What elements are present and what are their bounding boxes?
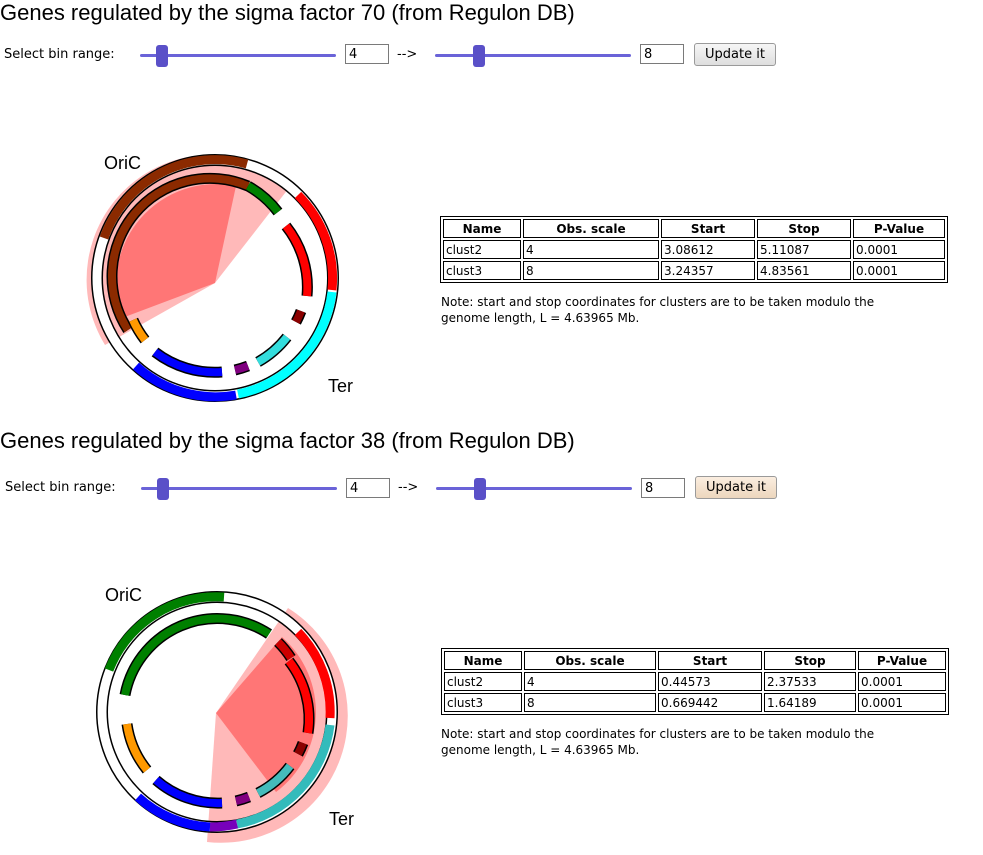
bin-from-input[interactable]: [346, 478, 390, 498]
outer-arc-cyan: [237, 291, 337, 399]
terminus-label: Ter: [328, 376, 354, 396]
cell-name: clust2: [443, 240, 521, 259]
bin-to-slider[interactable]: [435, 44, 631, 68]
update-button[interactable]: Update it: [695, 476, 777, 499]
bin-from-input[interactable]: [345, 44, 389, 64]
outer-arc-red: [294, 628, 335, 719]
terminus-label: Ter: [329, 809, 355, 829]
range-arrow: -->: [398, 480, 419, 495]
cell-start: 0.669442: [658, 693, 762, 712]
cell-start: 3.08612: [661, 240, 755, 259]
cell-obs-scale: 4: [523, 240, 659, 259]
bin-to-input[interactable]: [640, 44, 684, 64]
col-header-name: Name: [444, 651, 522, 670]
cell-name: clust3: [443, 261, 521, 280]
col-header-stop: Stop: [764, 651, 856, 670]
outer-arc-purple: [209, 819, 239, 832]
bin-range-label: Select bin range:: [4, 47, 115, 62]
table-header-row: Name Obs. scale Start Stop P-Value: [443, 219, 945, 238]
cluster-sector-clust3: [116, 183, 236, 318]
genome-circle-plot: [96, 591, 348, 843]
coordinates-note: Note: start and stop coordinates for clu…: [441, 295, 875, 325]
outer-arc-red: [294, 191, 338, 291]
origin-label: OriC: [105, 585, 142, 605]
outer-arc-teal: [236, 724, 335, 829]
origin-label: OriC: [104, 153, 141, 173]
coordinates-note: Note: start and stop coordinates for clu…: [441, 727, 875, 757]
bin-from-slider[interactable]: [141, 477, 337, 501]
cell-p-value: 0.0001: [858, 672, 946, 691]
slider-thumb[interactable]: [157, 478, 169, 500]
slider-track: [436, 487, 632, 490]
cell-stop: 1.64189: [764, 693, 856, 712]
col-header-stop: Stop: [757, 219, 851, 238]
genome-circle-plot: [86, 154, 339, 402]
cell-stop: 5.11087: [757, 240, 851, 259]
inner-ring: [119, 613, 315, 809]
cell-obs-scale: 8: [524, 693, 656, 712]
table-row: clust3 8 0.669442 1.64189 0.0001: [444, 693, 946, 712]
cell-name: clust3: [444, 693, 522, 712]
update-button[interactable]: Update it: [694, 43, 776, 66]
table-header-row: Name Obs. scale Start Stop P-Value: [444, 651, 946, 670]
table-row: clust2 4 3.08612 5.11087 0.0001: [443, 240, 945, 259]
slider-track: [140, 54, 336, 57]
bin-from-slider[interactable]: [140, 44, 336, 68]
table-row: clust3 8 3.24357 4.83561 0.0001: [443, 261, 945, 280]
cell-obs-scale: 8: [523, 261, 659, 280]
table-row: clust2 4 0.44573 2.37533 0.0001: [444, 672, 946, 691]
outer-arc-brown: [99, 155, 249, 240]
bin-range-label: Select bin range:: [5, 480, 116, 495]
cell-start: 3.24357: [661, 261, 755, 280]
cell-start: 0.44573: [658, 672, 762, 691]
col-header-p-value: P-Value: [853, 219, 945, 238]
col-header-start: Start: [658, 651, 762, 670]
inner-ring: [106, 172, 313, 378]
bin-to-slider[interactable]: [436, 477, 632, 501]
cell-p-value: 0.0001: [853, 240, 945, 259]
slider-thumb[interactable]: [473, 45, 485, 67]
outer-arc-blue: [132, 362, 237, 402]
bin-to-input[interactable]: [641, 478, 685, 498]
outer-arc-blue: [134, 793, 211, 832]
outer-arc-green: [104, 592, 225, 672]
slider-track: [141, 487, 337, 490]
cell-name: clust2: [444, 672, 522, 691]
results-table: Name Obs. scale Start Stop P-Value clust…: [441, 648, 949, 715]
results-table: Name Obs. scale Start Stop P-Value clust…: [440, 216, 948, 283]
slider-track: [435, 54, 631, 57]
cell-obs-scale: 4: [524, 672, 656, 691]
cluster-sector-clust3: [216, 637, 316, 792]
slider-thumb[interactable]: [474, 478, 486, 500]
range-arrow: -->: [397, 47, 418, 62]
col-header-obs-scale: Obs. scale: [524, 651, 656, 670]
cell-stop: 4.83561: [757, 261, 851, 280]
panel-title: Genes regulated by the sigma factor 70 (…: [0, 0, 575, 25]
cell-p-value: 0.0001: [858, 693, 946, 712]
col-header-p-value: P-Value: [858, 651, 946, 670]
cell-p-value: 0.0001: [853, 261, 945, 280]
col-header-name: Name: [443, 219, 521, 238]
panel-title: Genes regulated by the sigma factor 38 (…: [0, 428, 575, 453]
col-header-start: Start: [661, 219, 755, 238]
col-header-obs-scale: Obs. scale: [523, 219, 659, 238]
slider-thumb[interactable]: [156, 45, 168, 67]
cell-stop: 2.37533: [764, 672, 856, 691]
